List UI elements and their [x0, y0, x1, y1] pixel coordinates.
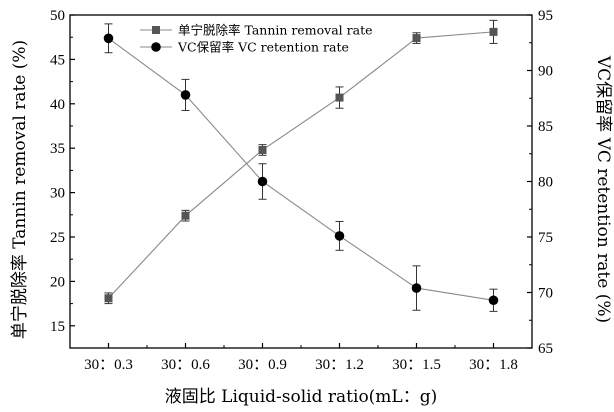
x-tick-label: 30：1.8 [469, 357, 518, 373]
x-axis-title: 液固比 Liquid-solid ratio(mL：g) [165, 387, 437, 407]
plot-frame [69, 14, 533, 349]
data-point-square [335, 93, 344, 102]
x-tick-label: 30：0.3 [84, 357, 133, 373]
data-point-circle [180, 90, 191, 100]
x-tick-label: 30：1.2 [315, 357, 364, 373]
left-y-axis-title: 单宁脱除率 Tannin removal rate (%) [10, 40, 30, 339]
data-point-circle [411, 283, 422, 293]
right-y-tick-label: 85 [538, 119, 553, 135]
x-tick-label: 30：0.9 [238, 357, 287, 373]
x-tick-label: 30：0.6 [161, 357, 210, 373]
data-point-circle [257, 176, 268, 187]
right-y-axis-title: VC保留率 VC retention rate (%) [593, 55, 613, 323]
data-point-circle [488, 295, 499, 306]
right-y-tick-label: 65 [538, 341, 553, 357]
legend-item: VC保留率 VC retention rate [140, 40, 349, 55]
left-y-tick-label: 30 [50, 186, 65, 202]
series-line-2 [108, 37, 494, 301]
legend-marker-circle [151, 42, 161, 52]
left-y-tick-label: 45 [50, 52, 65, 68]
legend-label: 单宁脱除率 Tannin removal rate [178, 23, 373, 38]
data-point-square [412, 34, 421, 43]
x-tick-label: 30：1.5 [392, 357, 441, 373]
left-y-tick-label: 20 [50, 274, 65, 290]
series-line-1 [108, 31, 494, 299]
data-point-circle [103, 33, 114, 44]
left-y-tick-label: 15 [50, 319, 65, 335]
data-point-square [489, 27, 498, 36]
data-point-square [258, 145, 267, 154]
right-y-tick-label: 75 [538, 230, 553, 246]
left-y-tick-label: 50 [50, 8, 65, 24]
left-y-tick-label: 35 [50, 141, 65, 157]
legend-label: VC保留率 VC retention rate [177, 40, 349, 55]
right-y-tick-label: 90 [538, 64, 553, 80]
data-point-circle [334, 231, 345, 241]
left-y-tick-label: 40 [50, 97, 65, 113]
right-y-tick-label: 95 [538, 8, 553, 24]
data-point-square [104, 294, 113, 303]
right-y-tick-label: 80 [538, 175, 553, 191]
data-point-square [181, 211, 190, 220]
legend-marker-square [152, 26, 160, 34]
right-y-tick-label: 70 [538, 286, 553, 302]
left-y-tick-label: 25 [50, 230, 65, 246]
legend-item: 单宁脱除率 Tannin removal rate [140, 23, 373, 38]
